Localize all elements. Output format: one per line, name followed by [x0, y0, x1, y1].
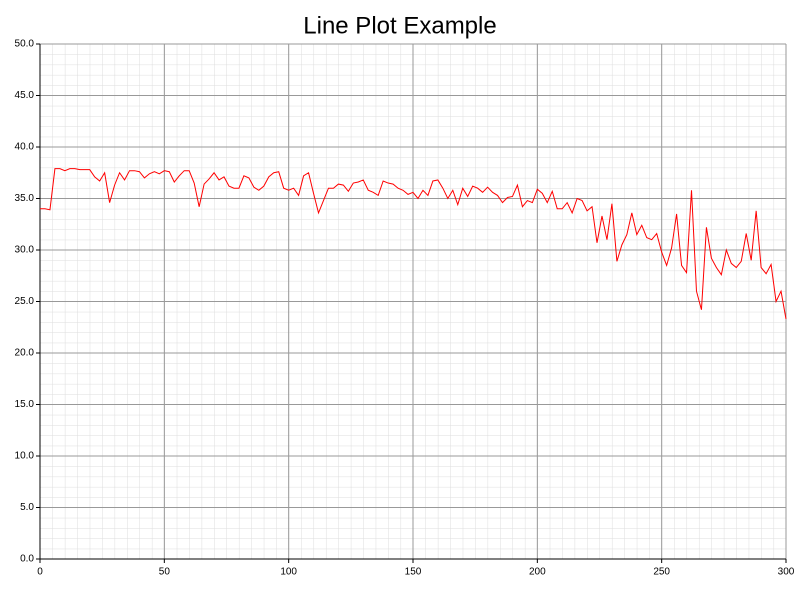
x-tick-label: 0 [37, 567, 43, 578]
y-tick-label: 30.0 [15, 245, 35, 256]
x-tick-label: 300 [778, 567, 795, 578]
y-tick-label: 15.0 [15, 399, 35, 410]
x-tick-label: 50 [159, 567, 171, 578]
y-tick-label: 35.0 [15, 193, 35, 204]
y-tick-label: 10.0 [15, 451, 35, 462]
y-tick-label: 0.0 [20, 554, 34, 565]
y-tick-label: 5.0 [20, 502, 34, 513]
x-tick-label: 150 [405, 567, 422, 578]
y-tick-label: 50.0 [15, 39, 35, 50]
y-tick-label: 25.0 [15, 296, 35, 307]
chart-title: Line Plot Example [303, 12, 496, 39]
y-tick-label: 40.0 [15, 142, 35, 153]
line [40, 168, 787, 320]
y-tick-label: 45.0 [15, 90, 35, 101]
y-tick-label: 20.0 [15, 348, 35, 359]
x-tick-label: 100 [280, 567, 297, 578]
x-tick-label: 200 [529, 567, 546, 578]
x-tick-label: 250 [653, 567, 670, 578]
